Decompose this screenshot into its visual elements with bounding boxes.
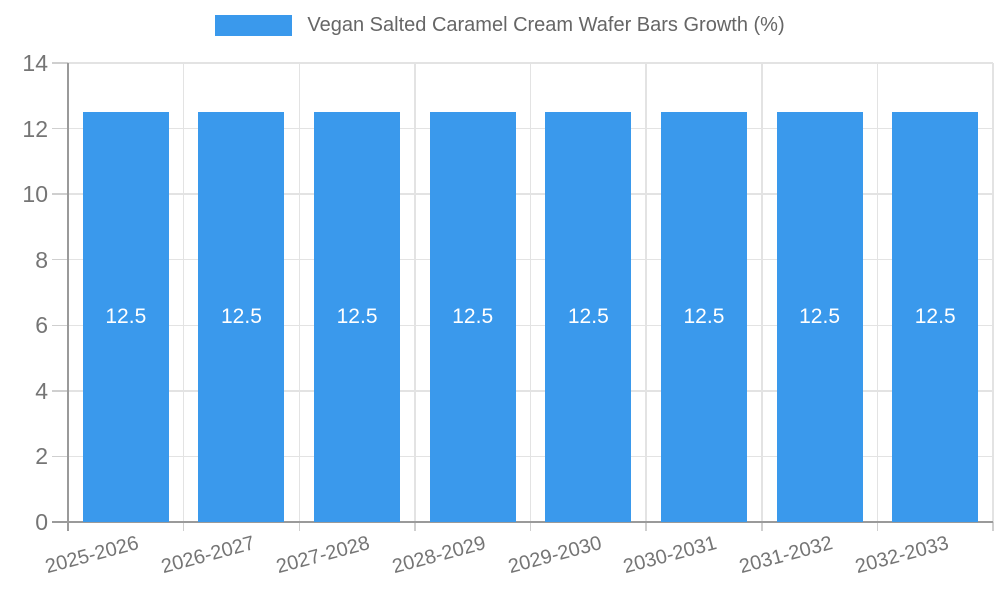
x-axis-tick-label: 2026-2027	[158, 532, 257, 579]
y-axis-tick-label: 14	[22, 50, 48, 76]
x-tick-mark	[876, 522, 879, 531]
x-axis-tick-label: 2027-2028	[274, 532, 373, 579]
x-gridline	[298, 63, 300, 522]
bar[interactable]: 12.5	[429, 112, 516, 522]
bar[interactable]: 12.5	[660, 112, 747, 522]
chart-legend[interactable]: Vegan Salted Caramel Cream Wafer Bars Gr…	[0, 14, 1000, 37]
x-tick-mark	[761, 522, 763, 531]
y-axis-tick-label: 8	[35, 246, 48, 273]
legend-label: Vegan Salted Caramel Cream Wafer Bars Gr…	[307, 14, 785, 36]
bar-value-label: 12.5	[221, 305, 262, 329]
bar-value-label: 12.5	[336, 305, 378, 329]
bar[interactable]: 12.5	[82, 112, 169, 522]
x-axis-tick-label: 2028-2029	[390, 532, 489, 579]
y-axis-tick-label: 2	[35, 443, 48, 470]
y-axis-tick-label: 0	[35, 509, 48, 535]
x-gridline	[992, 63, 994, 522]
x-axis-tick-label: 2025-2026	[43, 532, 142, 579]
legend-swatch	[215, 15, 293, 36]
x-tick-mark	[182, 522, 185, 531]
bar-value-label: 12.5	[914, 305, 956, 329]
x-gridline	[182, 63, 185, 522]
x-axis-tick-label: 2031-2032	[736, 532, 835, 579]
bar-value-label: 12.5	[683, 305, 725, 329]
y-tick-mark	[52, 193, 68, 195]
bar-value-label: 12.5	[452, 305, 494, 329]
y-tick-mark	[52, 324, 68, 327]
x-tick-mark	[529, 522, 532, 531]
bar[interactable]: 12.5	[776, 112, 863, 522]
y-tick-mark	[52, 62, 68, 64]
y-tick-mark	[52, 127, 68, 130]
x-axis-line	[52, 521, 993, 523]
x-tick-mark	[298, 522, 300, 531]
bar-value-label: 12.5	[105, 305, 147, 329]
y-axis-tick-label: 6	[35, 312, 48, 339]
x-axis-tick-label: 2032-2033	[852, 532, 951, 579]
bar[interactable]: 12.5	[892, 112, 979, 522]
y-tick-mark	[52, 455, 68, 458]
x-tick-mark	[414, 522, 416, 531]
x-gridline	[876, 63, 879, 522]
x-axis-tick-label: 2029-2030	[505, 532, 604, 579]
x-gridline	[761, 63, 763, 522]
x-tick-mark	[645, 522, 647, 531]
x-gridline	[529, 63, 532, 522]
bar-value-label: 12.5	[567, 305, 609, 329]
bar-value-label: 12.5	[799, 305, 840, 329]
y-axis-tick-label: 10	[22, 181, 48, 208]
y-axis-tick-label: 4	[35, 377, 48, 404]
y-axis-tick-label: 12	[22, 115, 48, 142]
bar[interactable]: 12.5	[314, 112, 401, 522]
y-tick-mark	[52, 390, 68, 392]
y-tick-mark	[52, 258, 68, 261]
x-gridline	[414, 63, 416, 522]
x-tick-mark	[992, 522, 994, 531]
y-axis-line	[67, 63, 69, 531]
bar[interactable]: 12.5	[198, 112, 285, 522]
x-axis-tick-label: 2030-2031	[621, 532, 720, 579]
x-gridline	[645, 63, 647, 522]
bar[interactable]: 12.5	[545, 112, 632, 522]
